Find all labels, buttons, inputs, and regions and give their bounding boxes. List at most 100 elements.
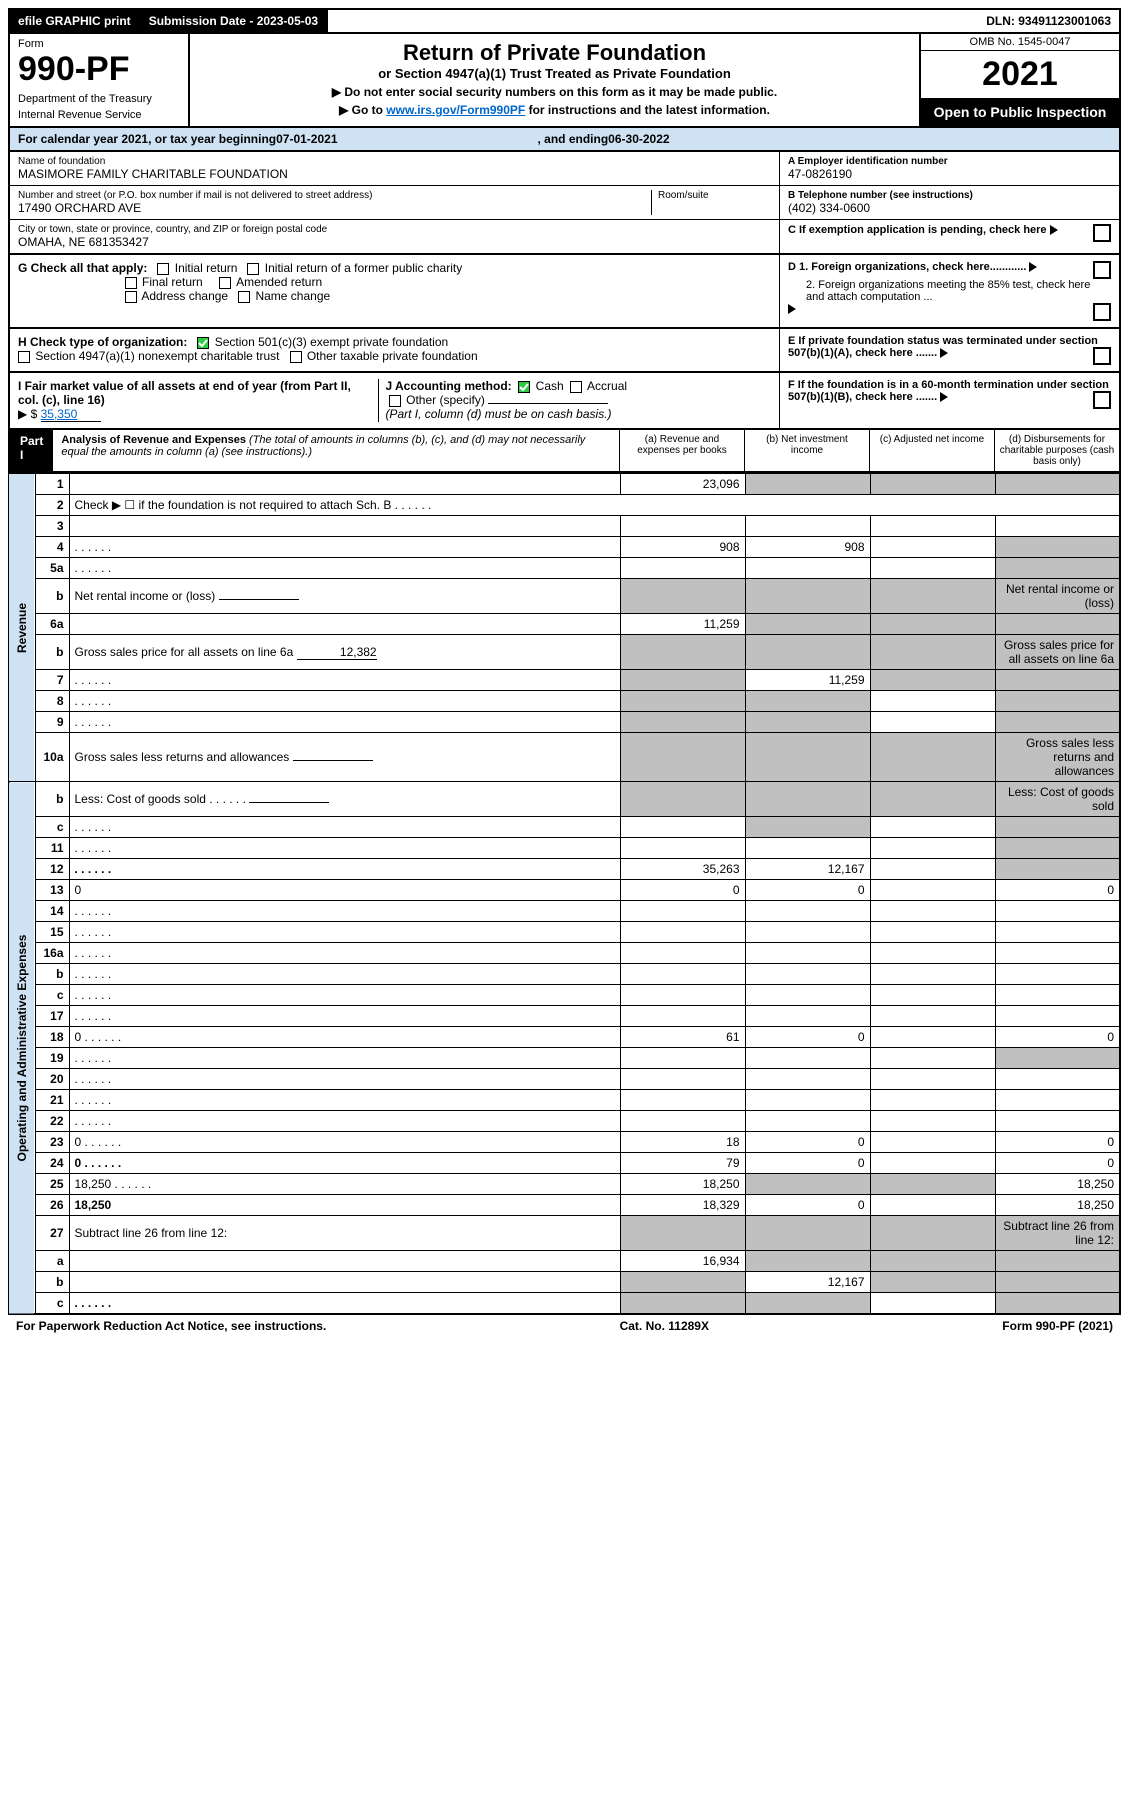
check-section-g: G Check all that apply: Initial return I…: [8, 255, 1121, 329]
cell-b: 12,167: [745, 859, 870, 880]
irs-link[interactable]: www.irs.gov/Form990PF: [386, 103, 525, 117]
lbl-4947: Section 4947(a)(1) nonexempt charitable …: [35, 349, 279, 363]
c-label: C If exemption application is pending, c…: [788, 224, 1047, 236]
cell-b: [745, 1174, 870, 1195]
cell-d: [995, 1048, 1120, 1069]
cell-a: [620, 579, 745, 614]
cb-4947[interactable]: [18, 351, 30, 363]
row-num: b: [35, 1272, 69, 1293]
cell-a: [620, 1090, 745, 1111]
row-desc: . . . . . .: [69, 1048, 620, 1069]
cell-c: [870, 880, 995, 901]
cb-initial[interactable]: [157, 263, 169, 275]
e-checkbox[interactable]: [1093, 347, 1111, 365]
cell-c: [870, 712, 995, 733]
cb-501c3[interactable]: [197, 337, 209, 349]
cell-d: [995, 474, 1120, 495]
cell-b: [745, 733, 870, 782]
row-desc: Gross sales less returns and allowances: [69, 733, 620, 782]
cb-namechange[interactable]: [238, 291, 250, 303]
table-row: 15 . . . . . .: [9, 922, 1120, 943]
cell-c: [870, 579, 995, 614]
cell-d: [995, 859, 1120, 880]
row-num: 13: [35, 880, 69, 901]
j-label: J Accounting method:: [385, 379, 511, 393]
cb-other-tax[interactable]: [290, 351, 302, 363]
row-desc: . . . . . .: [69, 537, 620, 558]
cb-initial-former[interactable]: [247, 263, 259, 275]
cell-c: [870, 474, 995, 495]
room-label: Room/suite: [658, 190, 771, 201]
cb-accrual[interactable]: [570, 381, 582, 393]
row-desc: [69, 614, 620, 635]
d2-checkbox[interactable]: [1093, 303, 1111, 321]
table-row: c . . . . . .: [9, 817, 1120, 838]
table-row: Operating and Administrative ExpensesbLe…: [9, 782, 1120, 817]
cell-d: [995, 922, 1120, 943]
addr-label: Number and street (or P.O. box number if…: [18, 190, 651, 201]
lbl-501c3: Section 501(c)(3) exempt private foundat…: [215, 335, 448, 349]
cell-b: [745, 712, 870, 733]
phone-label: B Telephone number (see instructions): [788, 190, 1111, 201]
table-row: 12 . . . . . .35,26312,167: [9, 859, 1120, 880]
lbl-other-tax: Other taxable private foundation: [307, 349, 478, 363]
cell-a: 18,250: [620, 1174, 745, 1195]
cell-d: 0: [995, 1132, 1120, 1153]
cell-c: [870, 964, 995, 985]
row-desc: . . . . . .: [69, 817, 620, 838]
cell-d: [995, 516, 1120, 537]
arrow-icon: [940, 348, 948, 358]
cell-d: 0: [995, 1153, 1120, 1174]
row-desc: [69, 474, 620, 495]
f-checkbox[interactable]: [1093, 391, 1111, 409]
cell-b: 0: [745, 1153, 870, 1174]
cb-other-acct[interactable]: [389, 395, 401, 407]
row-num: 4: [35, 537, 69, 558]
cell-b: [745, 579, 870, 614]
tax-year: 2021: [921, 51, 1119, 98]
cell-a: 908: [620, 537, 745, 558]
submission-date: Submission Date - 2023-05-03: [141, 10, 328, 32]
cell-d: 0: [995, 1027, 1120, 1048]
cell-c: [870, 691, 995, 712]
cell-b: 0: [745, 1027, 870, 1048]
cell-d: [995, 1006, 1120, 1027]
cell-b: 908: [745, 537, 870, 558]
cell-a: 18: [620, 1132, 745, 1153]
dept: Department of the Treasury: [18, 93, 180, 105]
efile-btn[interactable]: efile GRAPHIC print: [10, 10, 141, 32]
i-value[interactable]: 35,350: [41, 407, 101, 422]
row-desc: [69, 1272, 620, 1293]
cell-d: 0: [995, 880, 1120, 901]
lbl-accrual: Accrual: [587, 379, 627, 393]
side-opex: Operating and Administrative Expenses: [9, 782, 35, 1315]
lbl-other-acct: Other (specify): [406, 393, 485, 407]
cell-c: [870, 1216, 995, 1251]
cell-d: [995, 691, 1120, 712]
foundation-addr: 17490 ORCHARD AVE: [18, 201, 651, 215]
cb-cash[interactable]: [518, 381, 530, 393]
cell-a: [620, 1006, 745, 1027]
table-row: bNet rental income or (loss) Net rental …: [9, 579, 1120, 614]
d1-checkbox[interactable]: [1093, 261, 1111, 279]
cb-final[interactable]: [125, 277, 137, 289]
table-row: 27Subtract line 26 from line 12:Subtract…: [9, 1216, 1120, 1251]
cell-b: [745, 985, 870, 1006]
cb-amended[interactable]: [219, 277, 231, 289]
cell-c: [870, 1272, 995, 1293]
ein-label: A Employer identification number: [788, 156, 1111, 167]
cell-b: [745, 1111, 870, 1132]
c-checkbox[interactable]: [1093, 224, 1111, 242]
cell-c: [870, 1006, 995, 1027]
cell-d: [995, 614, 1120, 635]
table-row: 22 . . . . . .: [9, 1111, 1120, 1132]
cell-a: [620, 635, 745, 670]
cb-address[interactable]: [125, 291, 137, 303]
cell-b: [745, 1090, 870, 1111]
d1-label: D 1. Foreign organizations, check here..…: [788, 261, 1026, 273]
row-num: c: [35, 985, 69, 1006]
lbl-address: Address change: [141, 289, 228, 303]
cell-c: [870, 1132, 995, 1153]
cell-c: [870, 1090, 995, 1111]
cell-b: [745, 691, 870, 712]
